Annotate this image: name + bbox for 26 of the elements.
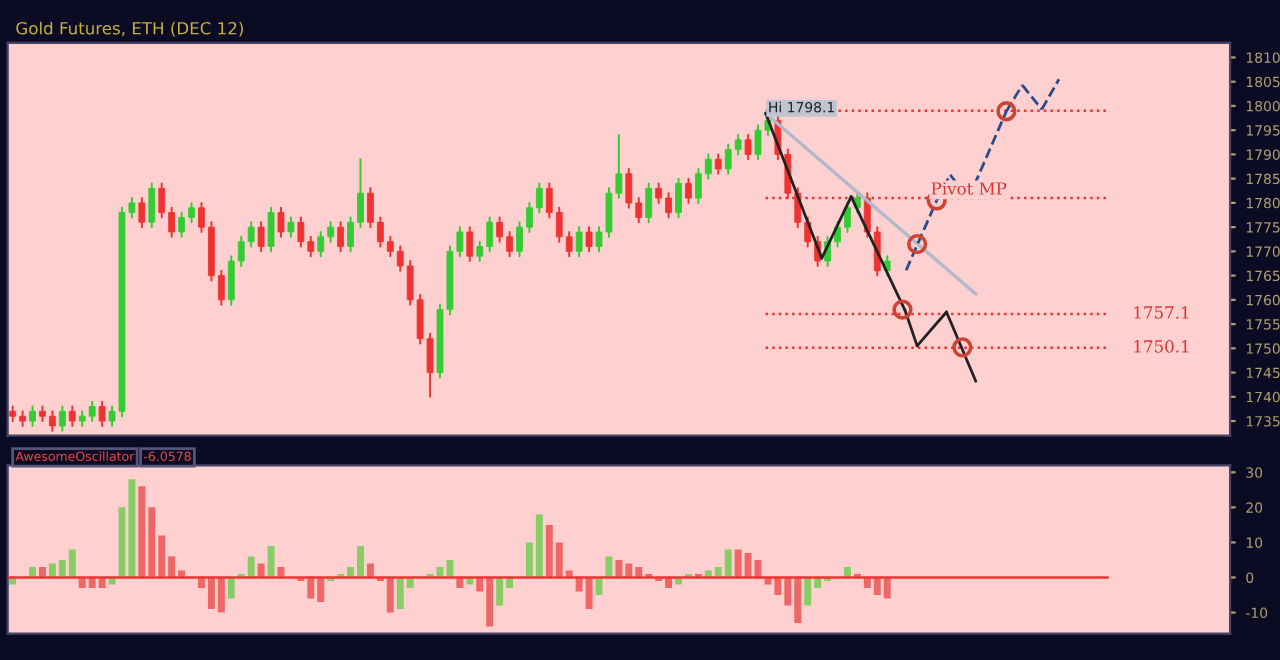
candlestick xyxy=(277,206,285,238)
candlestick xyxy=(58,405,66,432)
ref-line-label: 1750.1 xyxy=(1134,340,1189,353)
bar xyxy=(227,577,235,599)
chart-title: Gold Futures, ETH (DEC 12) xyxy=(16,21,243,37)
ref-line-label: 1757.1 xyxy=(1134,306,1189,319)
ref-line-label: Pivot MP xyxy=(931,182,1007,195)
bar xyxy=(605,556,613,578)
bar xyxy=(267,545,275,578)
candlestick xyxy=(337,221,345,253)
candlestick xyxy=(675,177,682,219)
candlestick xyxy=(575,226,583,258)
candlestick xyxy=(645,182,653,224)
candlestick xyxy=(138,197,146,229)
candlestick xyxy=(29,405,36,427)
candlestick xyxy=(585,226,593,253)
candlestick xyxy=(466,226,474,263)
candlestick xyxy=(287,216,295,238)
candlestick xyxy=(257,221,265,253)
candlestick xyxy=(267,206,275,253)
candlestick xyxy=(744,134,752,161)
candlestick xyxy=(685,177,692,204)
candlestick xyxy=(714,153,722,175)
candlestick xyxy=(68,405,76,427)
candlestick xyxy=(98,400,106,427)
candlestick xyxy=(148,182,156,229)
